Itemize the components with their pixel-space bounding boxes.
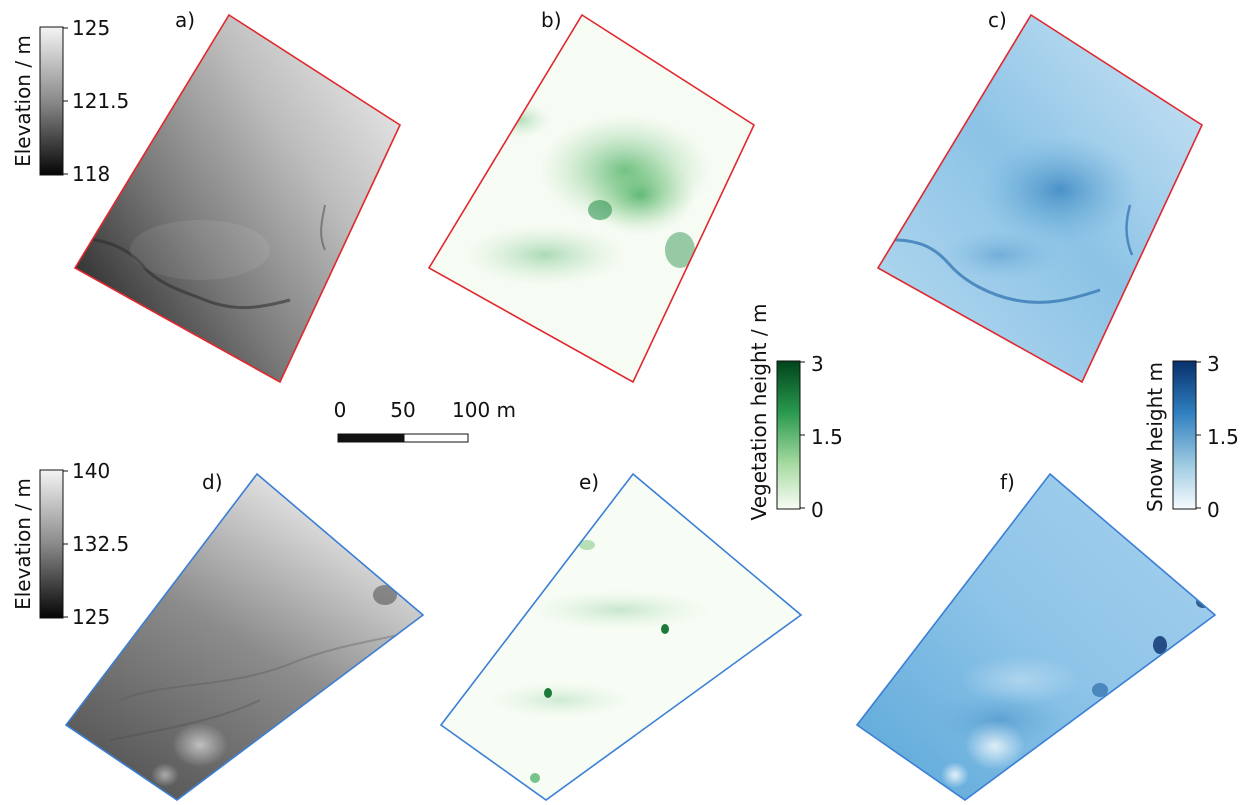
colorbar-elevation-bottom: 140 132.5 125 Elevation / m xyxy=(11,459,129,629)
panel-d-label: d) xyxy=(202,470,223,494)
panel-f-snow-map xyxy=(855,472,1217,801)
colorbar-snow-bar xyxy=(1172,360,1197,510)
colorbar-elevation-bottom-label: Elevation / m xyxy=(11,478,35,610)
colorbar-vegetation-tick-min: 0 xyxy=(811,498,824,522)
scale-bar-black-segment xyxy=(337,433,405,443)
colorbar-snow-tick-mid: 1.5 xyxy=(1207,425,1239,449)
colorbar-vegetation-label: Vegetation height / m xyxy=(747,304,771,521)
colorbar-snow-label: Snow height m xyxy=(1143,362,1167,512)
panel-f-label: f) xyxy=(1000,470,1015,494)
panel-b-vegetation-map xyxy=(427,13,756,384)
colorbar-vegetation-bar xyxy=(776,360,801,510)
panel-c-outline xyxy=(876,13,1204,384)
colorbar-elevation-top-tick-min: 118 xyxy=(72,162,110,186)
scale-bar-tick-50: 50 xyxy=(390,398,415,422)
colorbar-elevation-top-bar xyxy=(39,26,64,176)
panel-a-elevation-map xyxy=(73,13,402,384)
colorbar-vegetation: 3 1.5 0 Vegetation height / m xyxy=(747,304,843,522)
colorbar-elevation-top-tick-mid: 121.5 xyxy=(72,89,129,113)
colorbar-vegetation-tick-max: 3 xyxy=(811,352,824,376)
colorbar-elevation-bottom-tick-min: 125 xyxy=(72,605,110,629)
colorbar-elevation-top: 125 121.5 118 Elevation / m xyxy=(11,16,129,186)
panel-b-label: b) xyxy=(541,8,562,32)
panel-e-vegetation-map xyxy=(439,472,803,801)
colorbar-elevation-bottom-tick-max: 140 xyxy=(72,459,110,483)
colorbar-snow-tick-max: 3 xyxy=(1207,352,1220,376)
panel-c-snow-map xyxy=(876,13,1204,384)
colorbar-elevation-bottom-bar xyxy=(39,469,64,619)
colorbar-snow: 3 1.5 0 Snow height m xyxy=(1143,352,1239,522)
scale-bar: 0 50 100 m xyxy=(334,398,516,443)
panel-b-outline xyxy=(427,13,756,384)
panel-a-outline xyxy=(73,13,402,384)
colorbar-elevation-top-label: Elevation / m xyxy=(11,35,35,167)
scale-bar-tick-100: 100 m xyxy=(452,398,516,422)
panel-e-outline xyxy=(439,472,803,801)
colorbar-snow-tick-min: 0 xyxy=(1207,498,1220,522)
colorbar-vegetation-tick-mid: 1.5 xyxy=(811,425,843,449)
panel-c-label: c) xyxy=(988,8,1007,32)
colorbar-elevation-bottom-tick-mid: 132.5 xyxy=(72,532,129,556)
scale-bar-white-segment xyxy=(403,433,469,443)
panel-f-outline xyxy=(855,472,1217,801)
panel-d-elevation-map xyxy=(64,472,425,801)
scale-bar-tick-0: 0 xyxy=(334,398,347,422)
panel-e-label: e) xyxy=(579,470,599,494)
panel-d-outline xyxy=(64,472,425,801)
colorbar-elevation-top-tick-max: 125 xyxy=(72,16,110,40)
panel-a-label: a) xyxy=(175,8,195,32)
